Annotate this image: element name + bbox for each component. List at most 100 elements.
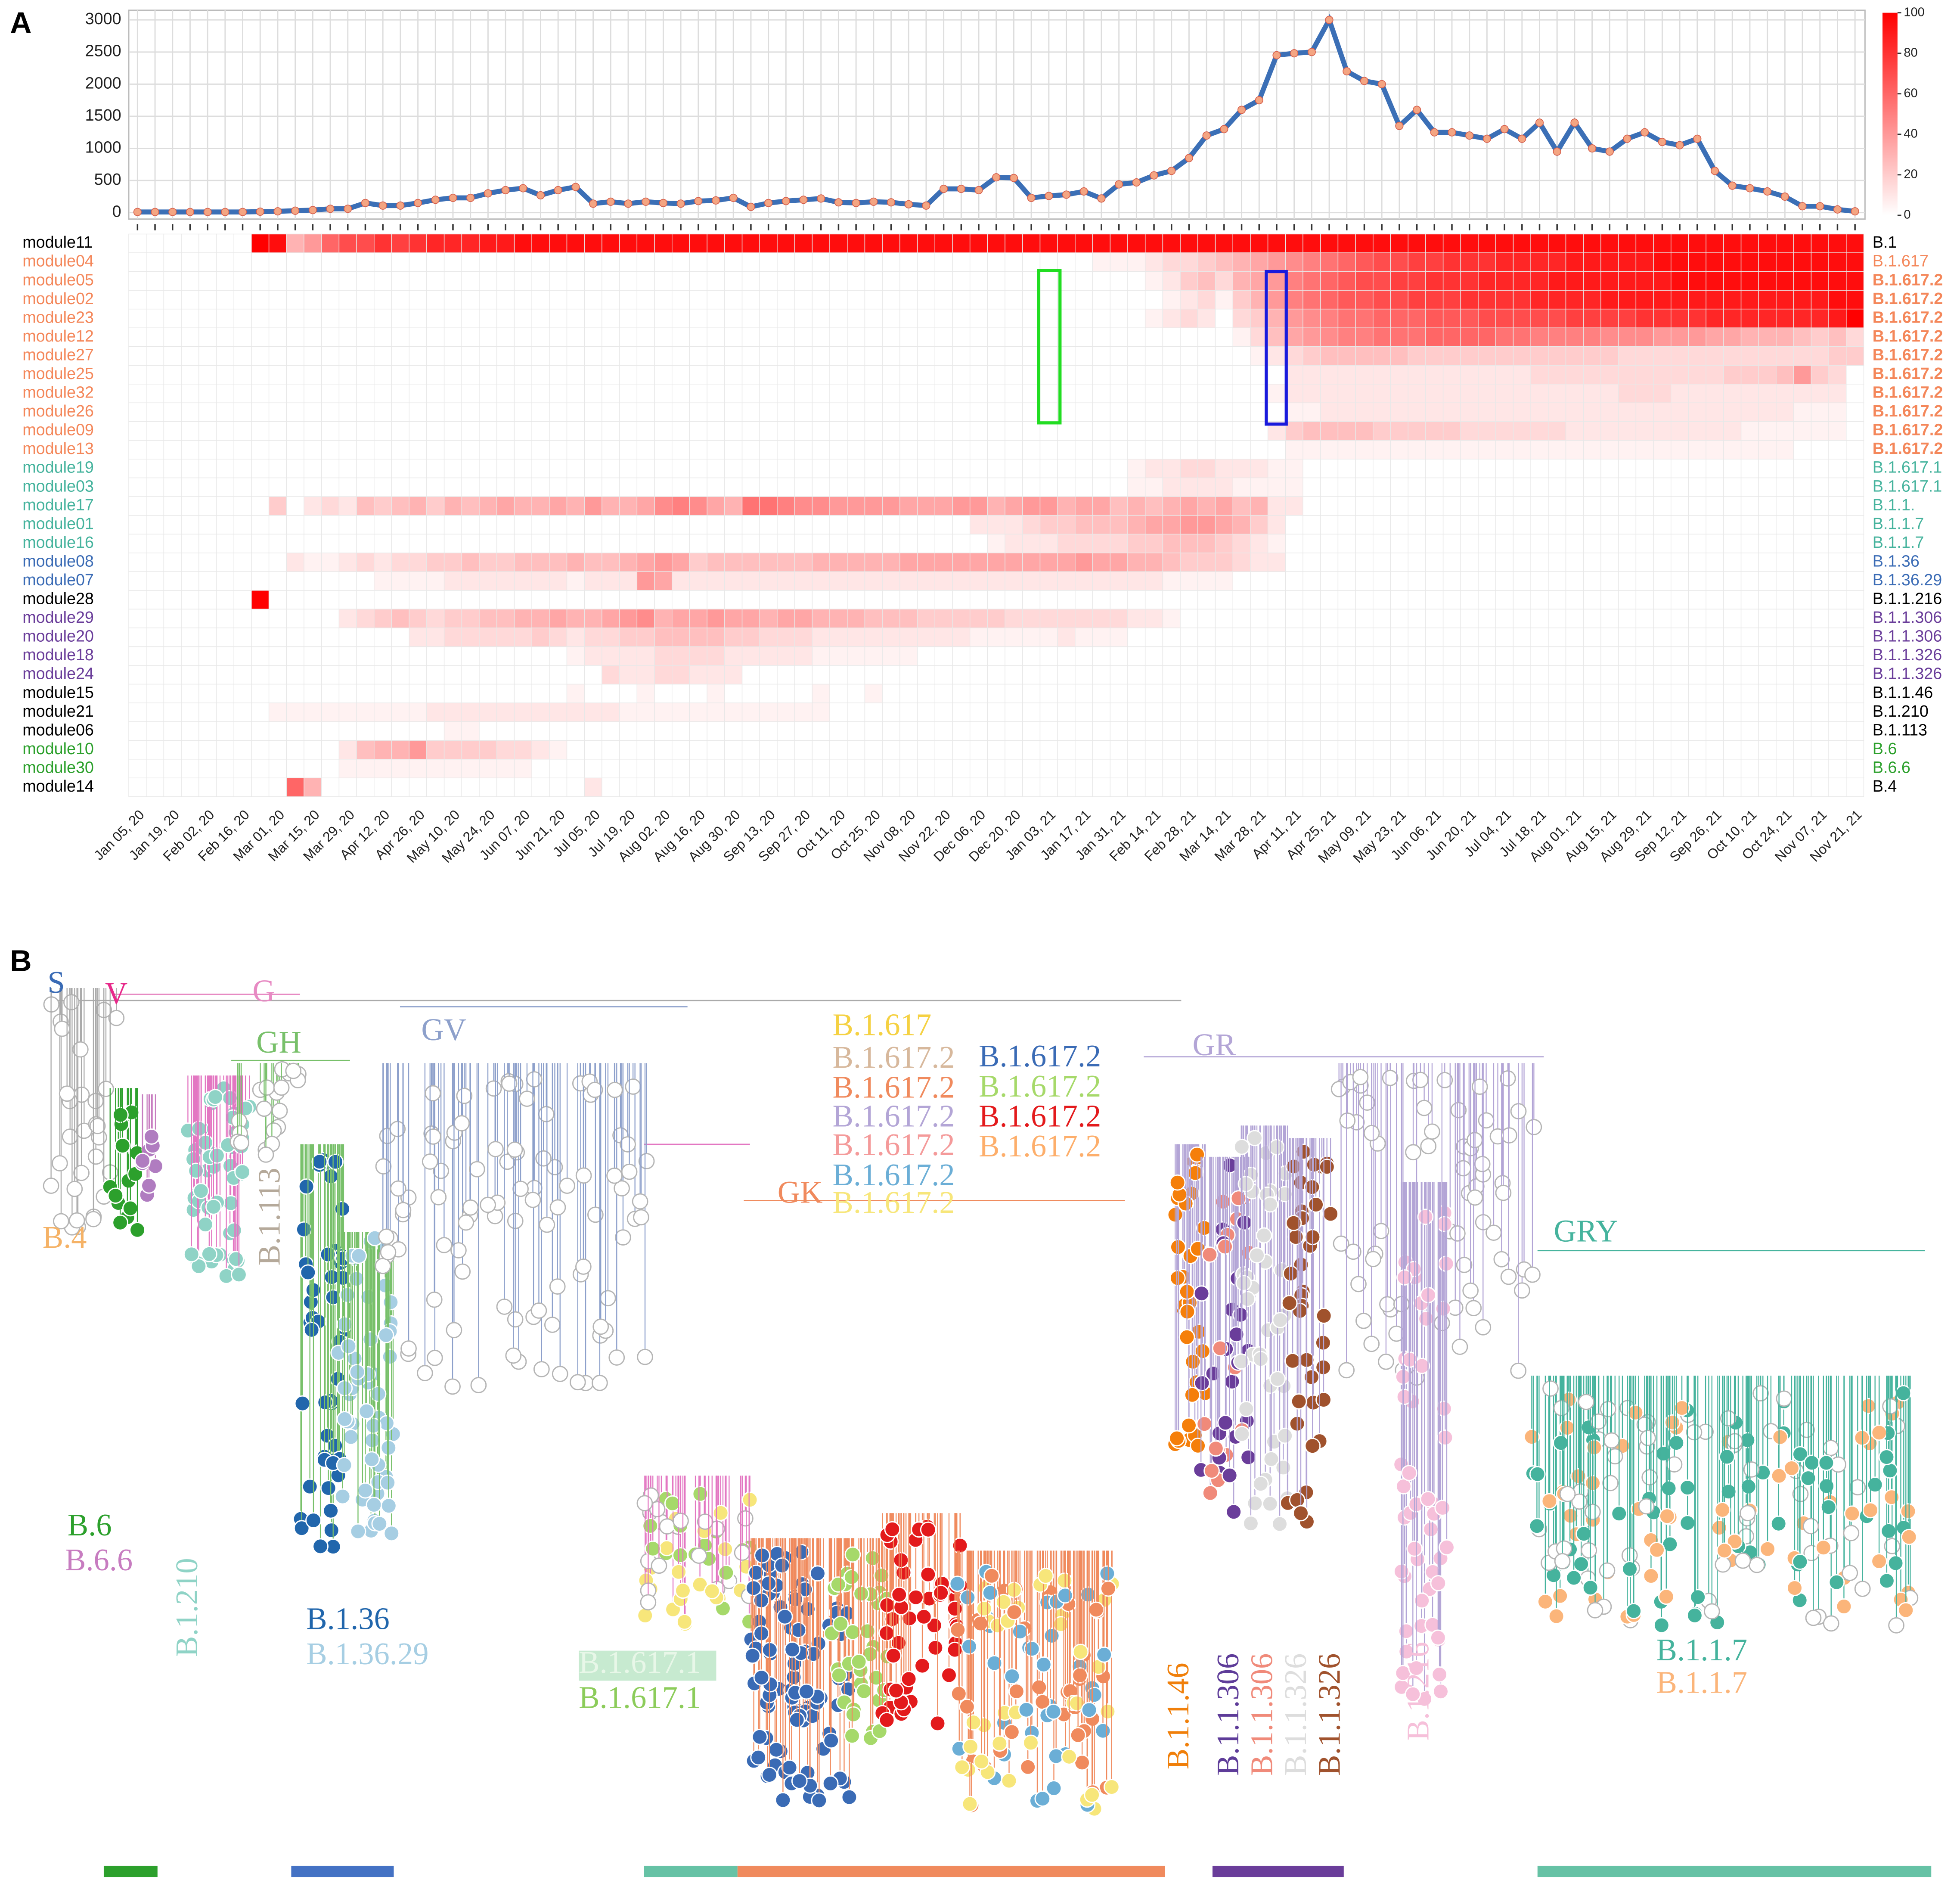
heatmap-cell xyxy=(882,553,900,572)
heatmap-cell xyxy=(128,440,147,460)
heatmap-cell xyxy=(619,421,638,441)
heatmap-cell xyxy=(181,721,199,741)
heatmap-cell xyxy=(636,759,655,779)
tree-tip xyxy=(768,1741,785,1758)
heatmap-cell xyxy=(602,665,620,685)
heatmap-cell xyxy=(461,459,480,478)
heatmap-cell xyxy=(882,759,900,779)
heatmap-cell xyxy=(1495,252,1514,272)
heatmap-cell xyxy=(654,665,673,685)
heatmap-cell xyxy=(338,327,357,347)
heatmap-cell xyxy=(233,496,252,516)
heatmap-cell xyxy=(566,590,585,610)
heatmap-cell xyxy=(1215,740,1233,760)
tree-tip xyxy=(417,1365,433,1381)
tree-tip xyxy=(718,1564,735,1581)
tree-tip xyxy=(790,1622,807,1638)
heatmap-cell xyxy=(584,271,602,291)
heatmap-cell xyxy=(759,402,778,422)
heatmap-cell xyxy=(759,759,778,779)
heatmap-cell xyxy=(1039,609,1058,628)
tree-tip xyxy=(301,1478,318,1495)
heatmap-cell xyxy=(286,534,304,553)
heatmap-cell xyxy=(146,271,164,291)
heatmap-cell xyxy=(1600,759,1619,779)
heatmap-cell xyxy=(531,759,550,779)
heatmap-cell xyxy=(1478,402,1496,422)
heatmap-cell xyxy=(987,684,1005,703)
heatmap-cell xyxy=(602,553,620,572)
heatmap-cell xyxy=(198,384,217,404)
heatmap-cell xyxy=(1215,477,1233,497)
tree-tip xyxy=(519,1091,535,1107)
heatmap-cell xyxy=(1110,308,1128,328)
heatmap-cell xyxy=(1635,459,1654,478)
heatmap-cell xyxy=(1478,721,1496,741)
heatmap-cell xyxy=(1793,646,1812,666)
heatmap-cell xyxy=(531,590,550,610)
highlight-box xyxy=(1037,269,1062,425)
heatmap-cell xyxy=(216,402,234,422)
heatmap-cell xyxy=(1267,384,1286,404)
heatmap-cell xyxy=(1530,233,1549,253)
heatmap-cell xyxy=(409,721,427,741)
heatmap-cell xyxy=(899,477,918,497)
heatmap-cell xyxy=(1460,684,1479,703)
heatmap-cell xyxy=(1075,553,1093,572)
heatmap-cell xyxy=(1197,571,1216,591)
heatmap-cell xyxy=(741,477,760,497)
heatmap-cell xyxy=(566,252,585,272)
heatmap-cell xyxy=(1635,327,1654,347)
heatmap-cell xyxy=(531,609,550,628)
heatmap-cell xyxy=(1688,759,1706,779)
heatmap-cell xyxy=(531,327,550,347)
heatmap-cell xyxy=(409,440,427,460)
heatmap-cell xyxy=(321,628,340,647)
heatmap-cell xyxy=(128,609,147,628)
heatmap-cell xyxy=(672,384,690,404)
heatmap-cell xyxy=(1373,553,1391,572)
heatmap-cell xyxy=(987,402,1005,422)
heatmap-cell xyxy=(934,646,953,666)
heatmap-cell xyxy=(672,777,690,797)
heatmap-cell xyxy=(1303,421,1321,441)
heatmap-cell xyxy=(987,759,1005,779)
heatmap-cell xyxy=(1267,702,1286,722)
heatmap-cell xyxy=(654,628,673,647)
heatmap-cell xyxy=(163,459,182,478)
heatmap-cell xyxy=(1373,646,1391,666)
heatmap-cell xyxy=(1127,233,1146,253)
lineage-label: B.1.617.2 xyxy=(1873,439,1943,457)
heatmap-cell xyxy=(987,777,1005,797)
heatmap-cell xyxy=(987,702,1005,722)
heatmap-cell xyxy=(1653,496,1672,516)
heatmap-cell xyxy=(1250,777,1268,797)
heatmap-cell xyxy=(1548,459,1566,478)
heatmap-cell xyxy=(1600,252,1619,272)
heatmap-cell xyxy=(1005,740,1023,760)
heatmap-cell xyxy=(654,346,673,366)
tree-tip xyxy=(112,1214,129,1231)
heatmap-cell xyxy=(1828,571,1847,591)
heatmap-cell xyxy=(812,308,830,328)
heatmap-cell xyxy=(233,459,252,478)
heatmap-cell xyxy=(1530,628,1549,647)
heatmap-cell xyxy=(1811,233,1829,253)
heatmap-cell xyxy=(1811,515,1829,534)
heatmap-cell xyxy=(391,233,409,253)
heatmap-cell xyxy=(1303,515,1321,534)
heatmap-cell xyxy=(216,515,234,534)
heatmap-cell xyxy=(146,496,164,516)
heatmap-cell xyxy=(759,271,778,291)
heatmap-cell xyxy=(1478,252,1496,272)
tree-tip xyxy=(600,1290,616,1307)
heatmap-cell xyxy=(216,384,234,404)
heatmap-cell xyxy=(391,421,409,441)
heatmap-cell xyxy=(163,271,182,291)
heatmap-cell xyxy=(1530,646,1549,666)
heatmap-cell xyxy=(1022,233,1041,253)
heatmap-cell xyxy=(566,496,585,516)
heatmap-cell xyxy=(1337,571,1356,591)
heatmap-cell xyxy=(1337,590,1356,610)
heatmap-cell xyxy=(1811,590,1829,610)
